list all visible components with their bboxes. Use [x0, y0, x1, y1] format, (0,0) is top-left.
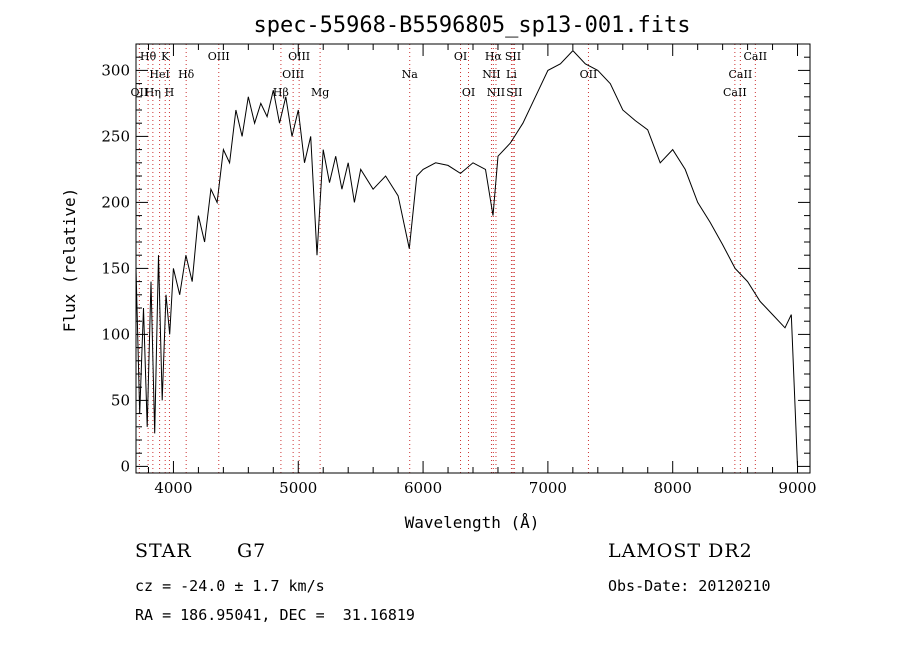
y-tick-label-0: 0 [120, 457, 130, 475]
line-marker-label-2: OIII [208, 50, 230, 63]
line-marker-label-18: H [165, 86, 175, 99]
line-marker-label-11: Na [402, 68, 419, 81]
line-marker-label-19: Hβ [273, 86, 289, 99]
line-marker-label-14: OII [580, 68, 598, 81]
object-type: STAR [135, 540, 192, 562]
x-tick-label-2: 6000 [404, 479, 442, 497]
x-tick-label-5: 9000 [778, 479, 816, 497]
x-tick-label-1: 5000 [279, 479, 317, 497]
redshift-cz: cz = -24.0 ± 1.7 km/s [135, 577, 325, 595]
line-marker-label-3: OIII [288, 50, 310, 63]
chart-title: spec-55968-B5596805_sp13-001.fits [253, 13, 690, 38]
y-tick-label-2: 100 [101, 325, 130, 343]
line-marker-label-21: OI [462, 86, 475, 99]
line-marker-label-22: NII [487, 86, 505, 99]
line-marker-label-23: SII [506, 86, 522, 99]
line-marker-label-4: OI [454, 50, 467, 63]
line-marker-label-9: Hδ [178, 68, 195, 81]
line-marker-label-20: Mg [311, 86, 329, 99]
object-subclass: G7 [237, 540, 267, 562]
line-marker-label-15: CaII [729, 68, 753, 81]
line-marker-label-5: Hα [485, 50, 503, 63]
y-tick-label-4: 200 [101, 193, 130, 211]
line-marker-label-10: OIII [282, 68, 304, 81]
y-tick-label-6: 300 [101, 61, 130, 79]
y-tick-label-3: 150 [101, 259, 130, 277]
line-marker-label-13: Li [506, 68, 517, 81]
y-tick-label-1: 50 [111, 391, 130, 409]
coordinates: RA = 186.95041, DEC = 31.16819 [135, 606, 415, 624]
line-marker-label-17: Hη [145, 86, 161, 99]
line-marker-label-8: HeI [149, 68, 169, 81]
survey-name: LAMOST DR2 [608, 540, 753, 562]
x-tick-label-3: 7000 [529, 479, 567, 497]
line-marker-label-12: NII [482, 68, 500, 81]
plot-frame [135, 43, 811, 474]
observation-date: Obs-Date: 20120210 [608, 577, 771, 595]
y-tick-label-5: 250 [101, 127, 130, 145]
spectrum-series [135, 49, 798, 467]
line-marker-label-0: Hθ [140, 50, 157, 63]
x-tick-label-4: 8000 [654, 479, 692, 497]
x-tick-label-0: 4000 [154, 479, 192, 497]
line-marker-label-1: K [161, 50, 170, 63]
line-markers [138, 44, 756, 473]
x-axis-label: Wavelength (Å) [405, 513, 540, 532]
line-marker-label-16: OII [131, 86, 149, 99]
line-marker-label-7: CaII [743, 50, 767, 63]
spectrum-line-0 [135, 49, 798, 467]
line-marker-label-24: CaII [723, 86, 747, 99]
axis-ticks: 4000 5000 6000 7000 8000 9000 0 50 100 150 200 250 3… [101, 44, 817, 497]
line-marker-label-6: SII [505, 50, 521, 63]
y-axis-label: Flux (relative) [60, 188, 79, 333]
